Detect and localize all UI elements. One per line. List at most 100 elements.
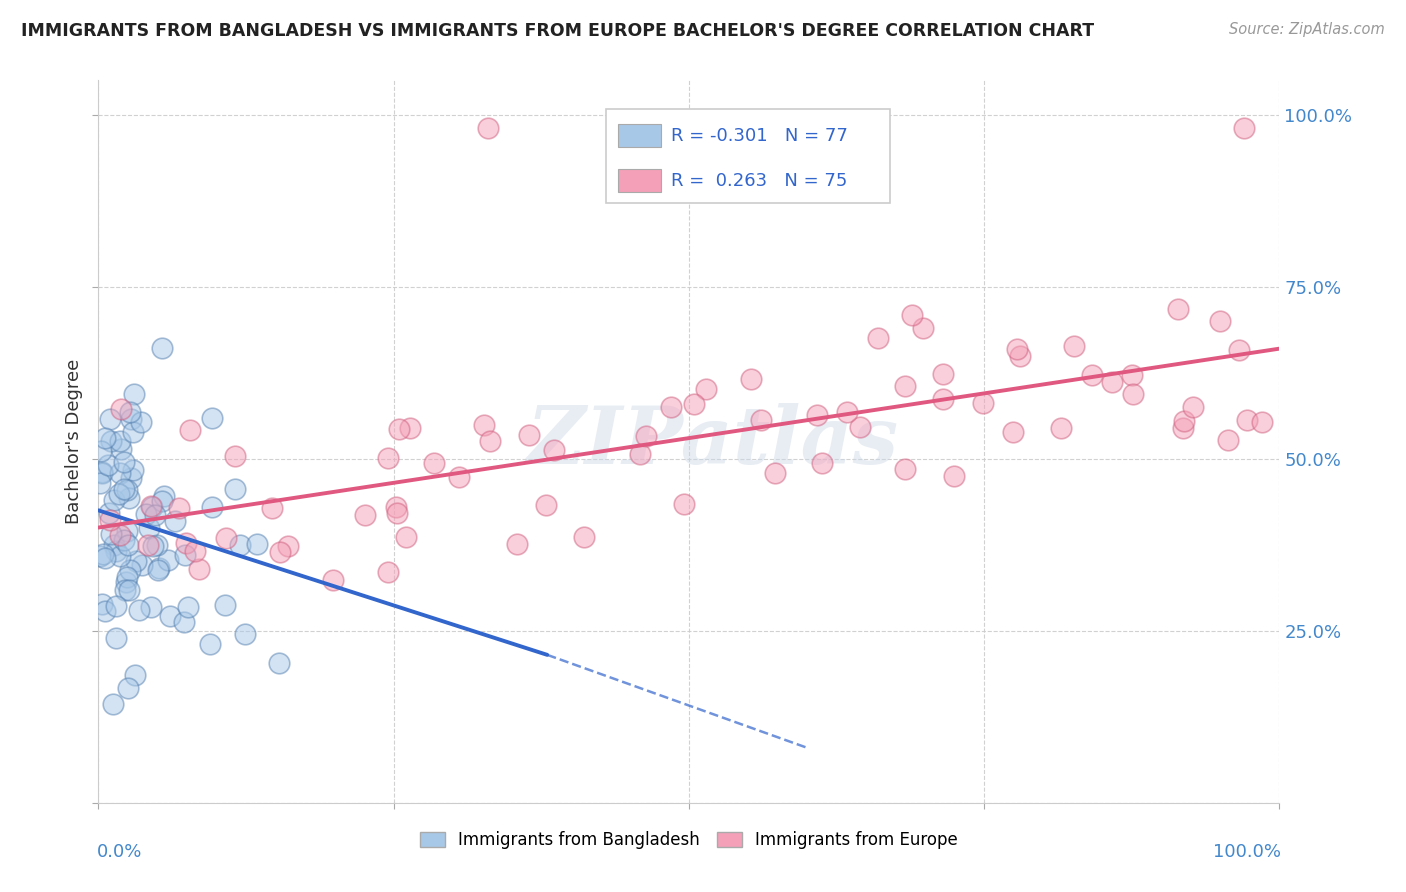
Point [423,456,446,470]
Point [136,537,159,551]
Point [122,386,145,401]
Point [112,455,135,469]
Point [894,462,917,476]
Point [449,470,471,484]
Point [142,539,165,553]
Point [100,434,122,449]
Point [388,421,411,435]
Point [120,563,142,577]
Point [1049,420,1071,434]
Point [94,551,117,566]
Point [972,395,994,409]
Point [267,656,290,670]
Point [117,582,139,597]
Point [1121,368,1143,383]
Legend: Immigrants from Bangladesh, Immigrants from Europe: Immigrants from Bangladesh, Immigrants f… [413,824,965,856]
Point [749,413,772,427]
Point [173,615,195,630]
Point [110,442,132,457]
Point [125,554,148,568]
Point [91,547,114,561]
Point [114,582,136,597]
Point [128,603,150,617]
Point [174,549,197,563]
Point [229,538,252,552]
Point [110,402,132,417]
Point [201,411,224,425]
Point [100,527,122,541]
Point [1081,368,1104,383]
Point [118,405,141,419]
Point [120,412,142,426]
Point [117,538,139,552]
Point [932,392,955,406]
Point [260,501,283,516]
Point [114,574,136,589]
Point [117,569,139,583]
Point [187,562,209,576]
Point [112,482,135,496]
Point [153,489,176,503]
Point [672,498,695,512]
Text: R =  0.263   N = 75: R = 0.263 N = 75 [671,172,848,190]
Point [763,466,786,480]
Point [322,573,344,587]
Text: 0.0%: 0.0% [97,843,142,861]
Point [1250,415,1272,429]
Point [395,530,418,544]
Point [159,609,181,624]
Point [517,428,540,442]
Point [122,425,145,439]
Point [122,463,145,477]
Point [108,487,131,501]
Point [141,500,163,514]
Point [98,513,121,527]
Point [1101,375,1123,389]
Point [1005,342,1028,356]
Point [97,458,120,472]
Point [377,451,399,466]
Point [478,434,501,449]
Point [628,447,651,461]
Text: 100.0%: 100.0% [1212,843,1281,861]
Text: Source: ZipAtlas.com: Source: ZipAtlas.com [1229,22,1385,37]
Point [110,549,132,564]
Point [108,466,131,480]
Text: ZIPatlas: ZIPatlas [526,403,898,480]
Point [543,443,565,458]
Point [110,528,132,542]
Point [1233,121,1256,136]
Point [377,566,399,580]
Point [849,420,872,434]
Point [215,531,238,545]
Point [167,500,190,515]
Point [505,537,527,551]
Point [835,405,858,419]
Point [115,524,138,538]
Point [176,599,198,614]
Point [200,637,222,651]
Point [695,382,717,396]
Point [866,331,889,345]
Point [1181,400,1204,414]
Point [354,508,377,522]
Point [90,444,112,458]
Point [98,506,121,520]
Point [90,466,112,480]
Point [135,507,157,521]
Point [150,494,173,508]
Point [246,537,269,551]
Point [201,500,224,514]
Point [165,514,187,528]
Point [740,372,762,386]
Point [1063,339,1085,353]
Point [105,544,128,558]
Point [89,549,111,564]
Point [1002,425,1025,440]
Point [387,507,409,521]
Point [118,491,141,505]
Point [91,465,114,479]
Point [103,697,125,711]
Point [1173,414,1195,428]
Point [269,545,291,559]
